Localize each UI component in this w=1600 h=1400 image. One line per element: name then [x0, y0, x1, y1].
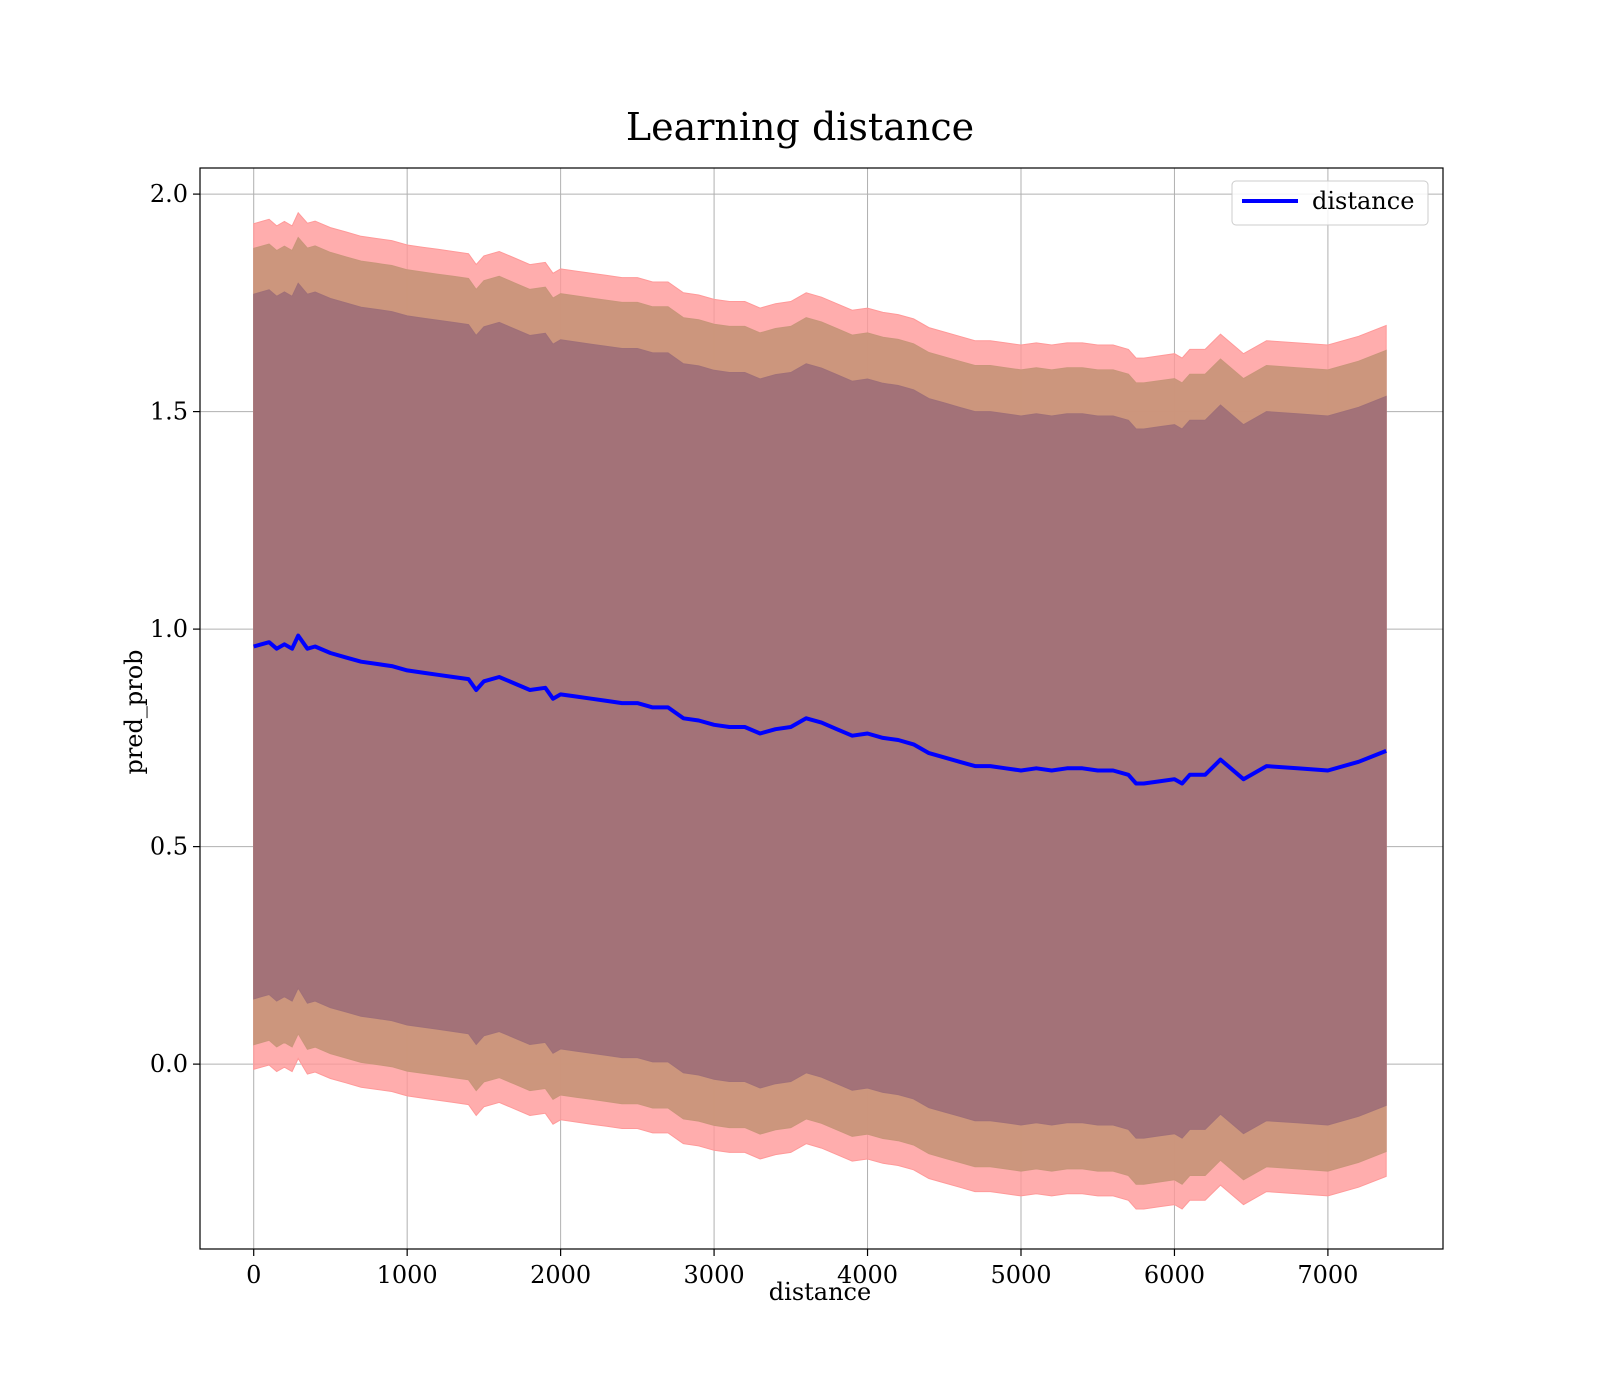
- x-tick-label-3: 3000: [684, 1261, 745, 1289]
- plot-area: 0 1000 2000 3000 4000 5000 6000 7000 0.0 0.5 1.0 1…: [150, 167, 1444, 1289]
- y-tick-label-2: 1.0: [150, 615, 188, 643]
- series-lines: [253, 633, 1387, 786]
- x-axis-ticks: 0 1000 2000 3000 4000 5000 6000 7000: [246, 1249, 1358, 1289]
- y-axis-ticks: 0.0 0.5 1.0 1.5 2.0: [150, 180, 200, 1078]
- x-tick-label-1: 1000: [377, 1261, 438, 1289]
- legend-box: [1231, 180, 1429, 226]
- x-tick-label-0: 0: [246, 1261, 261, 1289]
- legend-label: distance: [1312, 187, 1414, 215]
- x-tick-label-7: 7000: [1297, 1261, 1358, 1289]
- chart-title: Learning distance: [626, 105, 974, 149]
- x-tick-label-4: 4000: [837, 1261, 898, 1289]
- axes-frame: [199, 167, 1444, 1250]
- y-tick-label-1: 0.5: [150, 833, 188, 861]
- y-tick-label-3: 1.5: [150, 398, 188, 426]
- series-line-distance: [253, 633, 1387, 786]
- y-tick-label-4: 2.0: [150, 180, 188, 208]
- x-tick-label-2: 2000: [530, 1261, 591, 1289]
- std-bands: [253, 211, 1387, 1210]
- x-axis-label: distance: [769, 1278, 871, 1306]
- y-tick-label-0: 0.0: [150, 1050, 188, 1078]
- legend: distance: [1231, 180, 1429, 226]
- x-tick-label-6: 6000: [1144, 1261, 1205, 1289]
- std-band-2: [253, 282, 1387, 1139]
- x-tick-label-5: 5000: [990, 1261, 1051, 1289]
- y-axis-label: pred_prob: [120, 649, 148, 774]
